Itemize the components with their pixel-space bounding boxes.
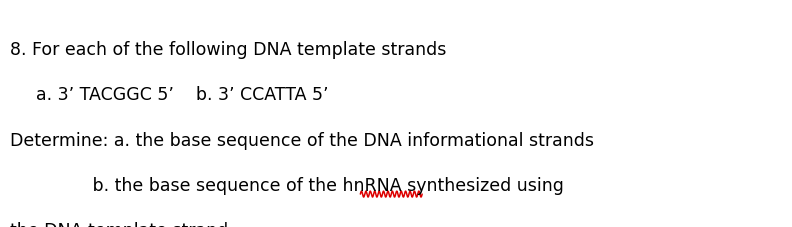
Text: 8. For each of the following DNA template strands: 8. For each of the following DNA templat… [10,41,447,59]
Text: a. 3’ TACGGC 5’    b. 3’ CCATTA 5’: a. 3’ TACGGC 5’ b. 3’ CCATTA 5’ [36,86,328,104]
Text: b. the base sequence of the hnRNA synthesized using: b. the base sequence of the hnRNA synthe… [10,177,564,195]
Text: the DNA template strand.: the DNA template strand. [10,222,234,227]
Text: Determine: a. the base sequence of the DNA informational strands: Determine: a. the base sequence of the D… [10,132,594,150]
